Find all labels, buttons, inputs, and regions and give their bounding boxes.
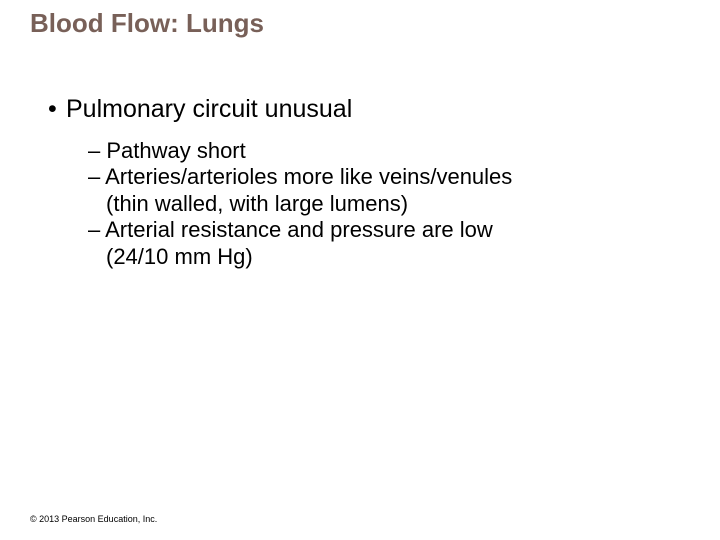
bullet-level1-text: Pulmonary circuit unusual [66,95,352,123]
bullet-level2: – Arteries/arterioles more like veins/ve… [88,164,690,190]
slide: Blood Flow: Lungs •Pulmonary circuit unu… [0,0,720,540]
bullet-level2-continuation: (thin walled, with large lumens) [106,191,690,217]
bullet-level2-continuation: (24/10 mm Hg) [106,244,690,270]
slide-title: Blood Flow: Lungs [30,8,264,39]
bullet-dot-icon: • [48,95,66,124]
bullet-level2: – Arterial resistance and pressure are l… [88,217,690,243]
bullet-level1: •Pulmonary circuit unusual [48,95,690,124]
bullet-level2: – Pathway short [88,138,690,164]
copyright-text: © 2013 Pearson Education, Inc. [30,514,157,524]
slide-body: •Pulmonary circuit unusual – Pathway sho… [30,95,690,270]
